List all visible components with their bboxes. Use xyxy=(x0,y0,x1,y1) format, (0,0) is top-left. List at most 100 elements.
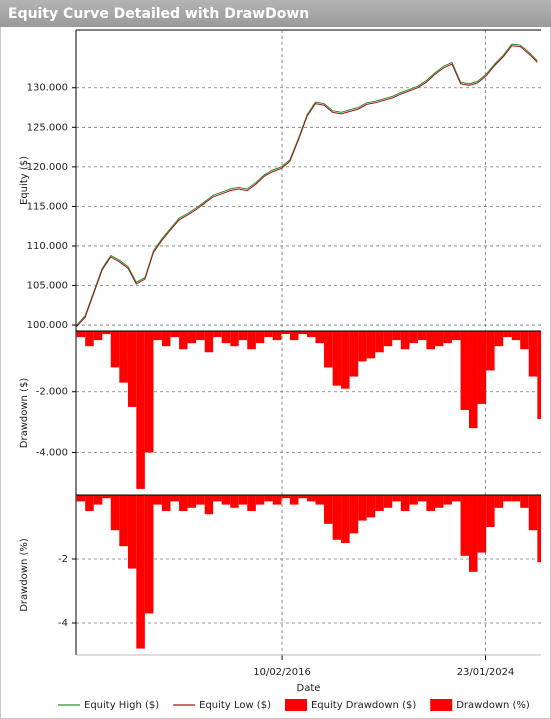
drawdown-bar xyxy=(298,495,308,499)
drawdown-bar xyxy=(315,495,325,505)
equity-line xyxy=(76,45,538,327)
legend-swatch xyxy=(284,699,307,711)
y-tick-label: -2 xyxy=(58,554,68,565)
drawdown-bar xyxy=(477,495,487,553)
drawdown-bar xyxy=(161,331,171,347)
drawdown-bar xyxy=(528,495,538,531)
drawdown-bar xyxy=(307,331,316,338)
drawdown-bar xyxy=(238,331,248,341)
y-tick-label: 110.000 xyxy=(27,241,68,252)
drawdown-bar xyxy=(127,495,137,569)
drawdown-bar xyxy=(400,331,410,350)
drawdown-bar xyxy=(264,495,273,502)
chart-title: Equity Curve Detailed with DrawDown xyxy=(8,6,309,22)
drawdown-bar xyxy=(187,495,197,508)
drawdown-bar xyxy=(85,331,94,347)
drawdown-bar xyxy=(383,495,393,508)
y-tick-label: 105.000 xyxy=(27,281,68,292)
drawdown-bar xyxy=(503,331,512,338)
drawdown-bar xyxy=(537,331,541,420)
legend-label: Equity High ($) xyxy=(84,700,159,711)
legend-label: Equity Low ($) xyxy=(199,700,271,711)
drawdown-bar xyxy=(434,495,444,508)
y-tick-label: 115.000 xyxy=(27,201,68,212)
drawdown-bar xyxy=(196,331,205,341)
drawdown-bar xyxy=(511,495,521,502)
legend-label: Equity Drawdown ($) xyxy=(311,700,416,711)
drawdown-bar xyxy=(102,331,111,335)
drawdown-bar xyxy=(264,331,273,338)
drawdown-bar xyxy=(349,331,359,377)
drawdown-bar xyxy=(537,495,541,563)
drawdown-bar xyxy=(417,495,427,502)
drawdown-bar xyxy=(358,495,367,521)
drawdown-bar xyxy=(349,495,359,534)
equity-line xyxy=(76,43,538,326)
drawdown-bar xyxy=(110,495,120,531)
drawdown-bar xyxy=(153,495,162,505)
drawdown-bar xyxy=(486,331,495,371)
drawdown-bar xyxy=(375,331,384,353)
drawdown-bar xyxy=(324,495,333,524)
y-tick-label: -4.000 xyxy=(36,447,68,458)
drawdown-bar xyxy=(468,495,478,572)
y-tick-label: 125.000 xyxy=(27,122,68,133)
drawdown-bar xyxy=(119,331,128,383)
drawdown-bar xyxy=(136,495,145,649)
y-tick-label: 120.000 xyxy=(27,162,68,173)
drawdown-bar xyxy=(486,495,495,527)
drawdown-bar xyxy=(451,495,461,502)
y-tick-label: 100.000 xyxy=(27,320,68,331)
drawdown-bar xyxy=(443,495,452,505)
drawdown-bar xyxy=(426,495,435,511)
drawdown-bar xyxy=(102,495,111,499)
drawdown-bar xyxy=(238,495,248,505)
drawdown-bar xyxy=(434,331,444,347)
drawdown-bar xyxy=(204,495,214,515)
drawdown-bar xyxy=(187,331,197,344)
x-axis-label: Date xyxy=(297,683,321,694)
drawdown-bar xyxy=(520,331,529,350)
drawdown-bar xyxy=(341,331,350,389)
drawdown-bar xyxy=(255,495,265,505)
drawdown-bar xyxy=(520,495,529,508)
drawdown-bar xyxy=(179,331,188,350)
drawdown-bar xyxy=(392,495,401,502)
drawdown-bar xyxy=(366,331,376,359)
title-bar xyxy=(0,0,551,27)
drawdown-bar xyxy=(503,495,512,502)
drawdown-bar xyxy=(366,495,376,518)
y-axis-label: Drawdown (%) xyxy=(19,538,30,612)
drawdown-bar xyxy=(281,495,290,499)
y-axis-label: Equity ($) xyxy=(19,156,30,205)
legend-swatch xyxy=(430,699,453,711)
drawdown-bar xyxy=(511,331,521,341)
drawdown-bar xyxy=(247,495,256,511)
drawdown-bar xyxy=(119,495,128,547)
drawdown-bar xyxy=(383,331,393,347)
drawdown-bar xyxy=(375,495,384,511)
drawdown-bar xyxy=(85,495,94,511)
drawdown-bar xyxy=(341,495,350,543)
drawdown-bar xyxy=(332,331,342,386)
y-axis-label: Drawdown ($) xyxy=(19,378,30,449)
drawdown-bar xyxy=(409,331,418,344)
drawdown-bar xyxy=(255,331,265,344)
drawdown-bar xyxy=(170,495,180,502)
drawdown-bar xyxy=(179,495,188,511)
drawdown-bar xyxy=(281,331,290,335)
drawdown-bar xyxy=(213,331,222,338)
drawdown-bar xyxy=(196,495,205,505)
drawdown-bar xyxy=(76,331,86,338)
drawdown-bar xyxy=(460,495,469,556)
drawdown-bar xyxy=(494,495,504,508)
drawdown-bar xyxy=(324,331,333,368)
y-tick-label: -2.000 xyxy=(36,387,68,398)
drawdown-bar xyxy=(204,331,214,353)
drawdown-bar xyxy=(230,331,239,347)
drawdown-bar xyxy=(93,331,103,341)
drawdown-bar xyxy=(315,331,325,344)
drawdown-bar xyxy=(298,331,308,335)
